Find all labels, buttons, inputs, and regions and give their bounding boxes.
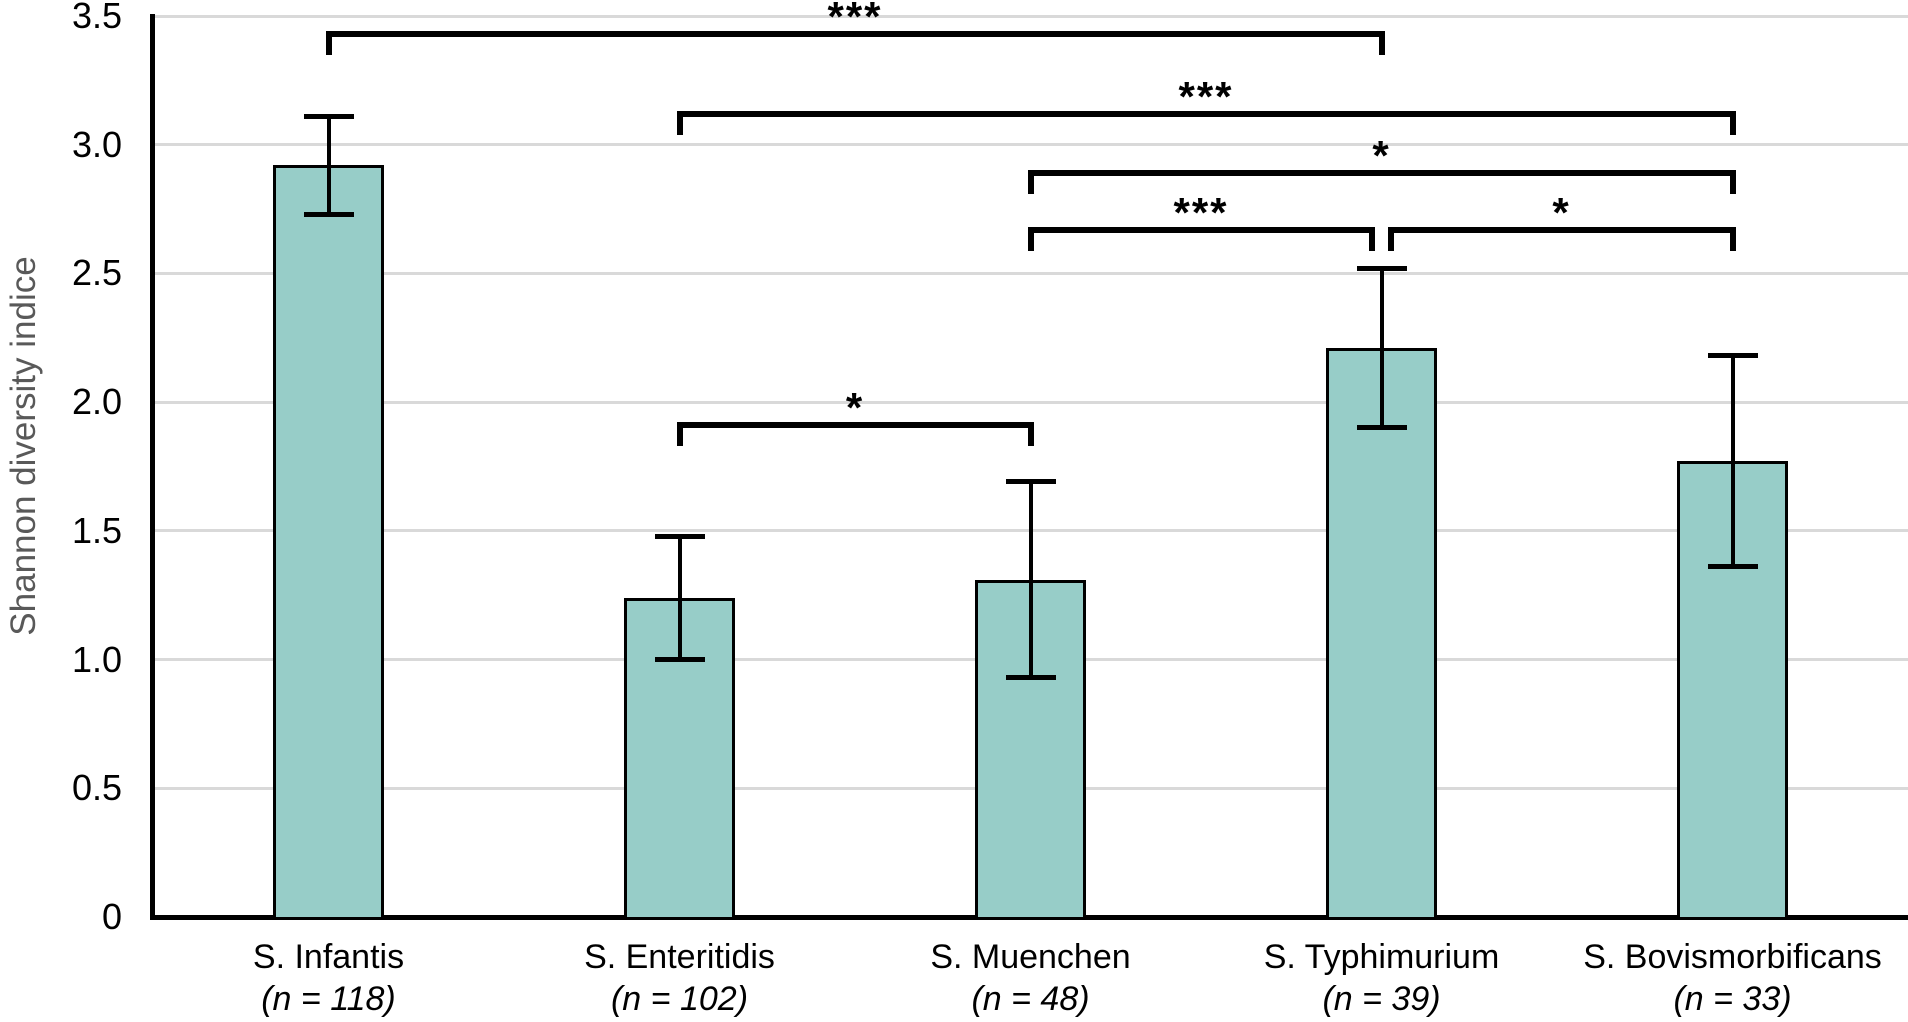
error-cap-bottom [1005, 675, 1056, 681]
bracket-tick-right [1729, 110, 1736, 135]
error-cap-top [654, 533, 705, 539]
error-cap-bottom [1707, 564, 1758, 570]
serovar-name: S. Enteritidis [584, 938, 775, 976]
bracket-tick-left [1027, 226, 1034, 251]
y-tick-label: 2.5 [71, 252, 122, 294]
error-cap-bottom [654, 657, 705, 663]
bracket-tick-right [1027, 422, 1034, 447]
bracket-tick-left [325, 31, 332, 56]
x-category-label-s-typhimurium: S. Typhimurium (n = 39) [1202, 936, 1562, 1020]
significance-stars-0: *** [827, 0, 883, 41]
bracket-tick-left [676, 110, 683, 135]
gridline-3.5 [153, 14, 1908, 18]
error-bar-s-infantis [326, 116, 331, 215]
significance-stars-1: *** [1178, 72, 1234, 120]
bracket-tick-right [1378, 31, 1385, 56]
error-bar-s-typhimurium [1379, 268, 1384, 428]
bracket-tick-right [1368, 226, 1375, 251]
gridline-2 [153, 400, 1908, 404]
x-category-label-s-enteritidis: S. Enteritidis (n = 102) [500, 936, 860, 1020]
significance-bracket-1 [676, 110, 1736, 117]
x-category-label-s-bovismorbificans: S. Bovismorbificans (n = 33) [1553, 936, 1908, 1020]
y-tick-label: 1.5 [71, 509, 122, 551]
x-category-label-s-muenchen: S. Muenchen (n = 48) [851, 936, 1211, 1020]
bracket-tick-left [1387, 226, 1394, 251]
significance-bracket-4 [1387, 226, 1736, 233]
significance-bracket-5 [676, 422, 1034, 429]
error-cap-top [1356, 265, 1407, 271]
serovar-name: S. Muenchen [930, 938, 1131, 976]
significance-stars-5: * [845, 384, 865, 432]
significance-bracket-2 [1027, 170, 1736, 177]
bracket-tick-right [1729, 170, 1736, 195]
error-cap-bottom [303, 211, 354, 217]
bar-s-infantis [273, 165, 384, 917]
bracket-tick-left [1027, 170, 1034, 195]
error-cap-bottom [1356, 425, 1407, 431]
y-axis-line [150, 14, 155, 920]
significance-stars-2: * [1372, 132, 1391, 180]
serovar-name: S. Bovismorbificans [1583, 938, 1882, 976]
bracket-tick-right [1729, 226, 1736, 251]
y-tick-label: 1.0 [71, 638, 122, 680]
gridline-2.5 [153, 271, 1908, 275]
serovar-name: S. Infantis [252, 938, 405, 976]
significance-bracket-0 [325, 31, 1385, 38]
sample-size-label: (n = 48) [971, 980, 1090, 1018]
y-tick-label: 2.0 [71, 381, 122, 423]
sample-size-label: (n = 39) [1322, 980, 1441, 1018]
serovar-name: S. Typhimurium [1263, 938, 1500, 976]
y-tick-label: 0.5 [71, 767, 122, 809]
sample-size-label: (n = 102) [610, 980, 749, 1018]
y-tick-label: 3.0 [71, 123, 122, 165]
sample-size-label: (n = 118) [261, 980, 396, 1018]
error-cap-top [1707, 353, 1758, 359]
significance-stars-3: *** [1173, 188, 1229, 236]
x-axis-line [150, 915, 1908, 920]
y-axis-title: Shannon diversity indice [4, 256, 43, 636]
bar-s-typhimurium [1326, 348, 1437, 917]
error-bar-s-enteritidis [677, 536, 682, 660]
significance-bracket-3 [1027, 226, 1375, 233]
y-tick-label: 3.5 [71, 0, 122, 36]
error-bar-s-bovismorbificans [1730, 355, 1735, 567]
y-tick-label: 0 [101, 896, 122, 937]
significance-stars-4: * [1552, 188, 1571, 236]
x-category-label-s-infantis: S. Infantis (n = 118) [149, 936, 509, 1020]
error-cap-top [1005, 479, 1056, 485]
error-cap-top [303, 113, 354, 119]
bracket-tick-left [676, 422, 683, 447]
gridline-3 [153, 143, 1908, 147]
error-bar-s-muenchen [1028, 481, 1033, 678]
sample-size-label: (n = 33) [1673, 980, 1792, 1018]
